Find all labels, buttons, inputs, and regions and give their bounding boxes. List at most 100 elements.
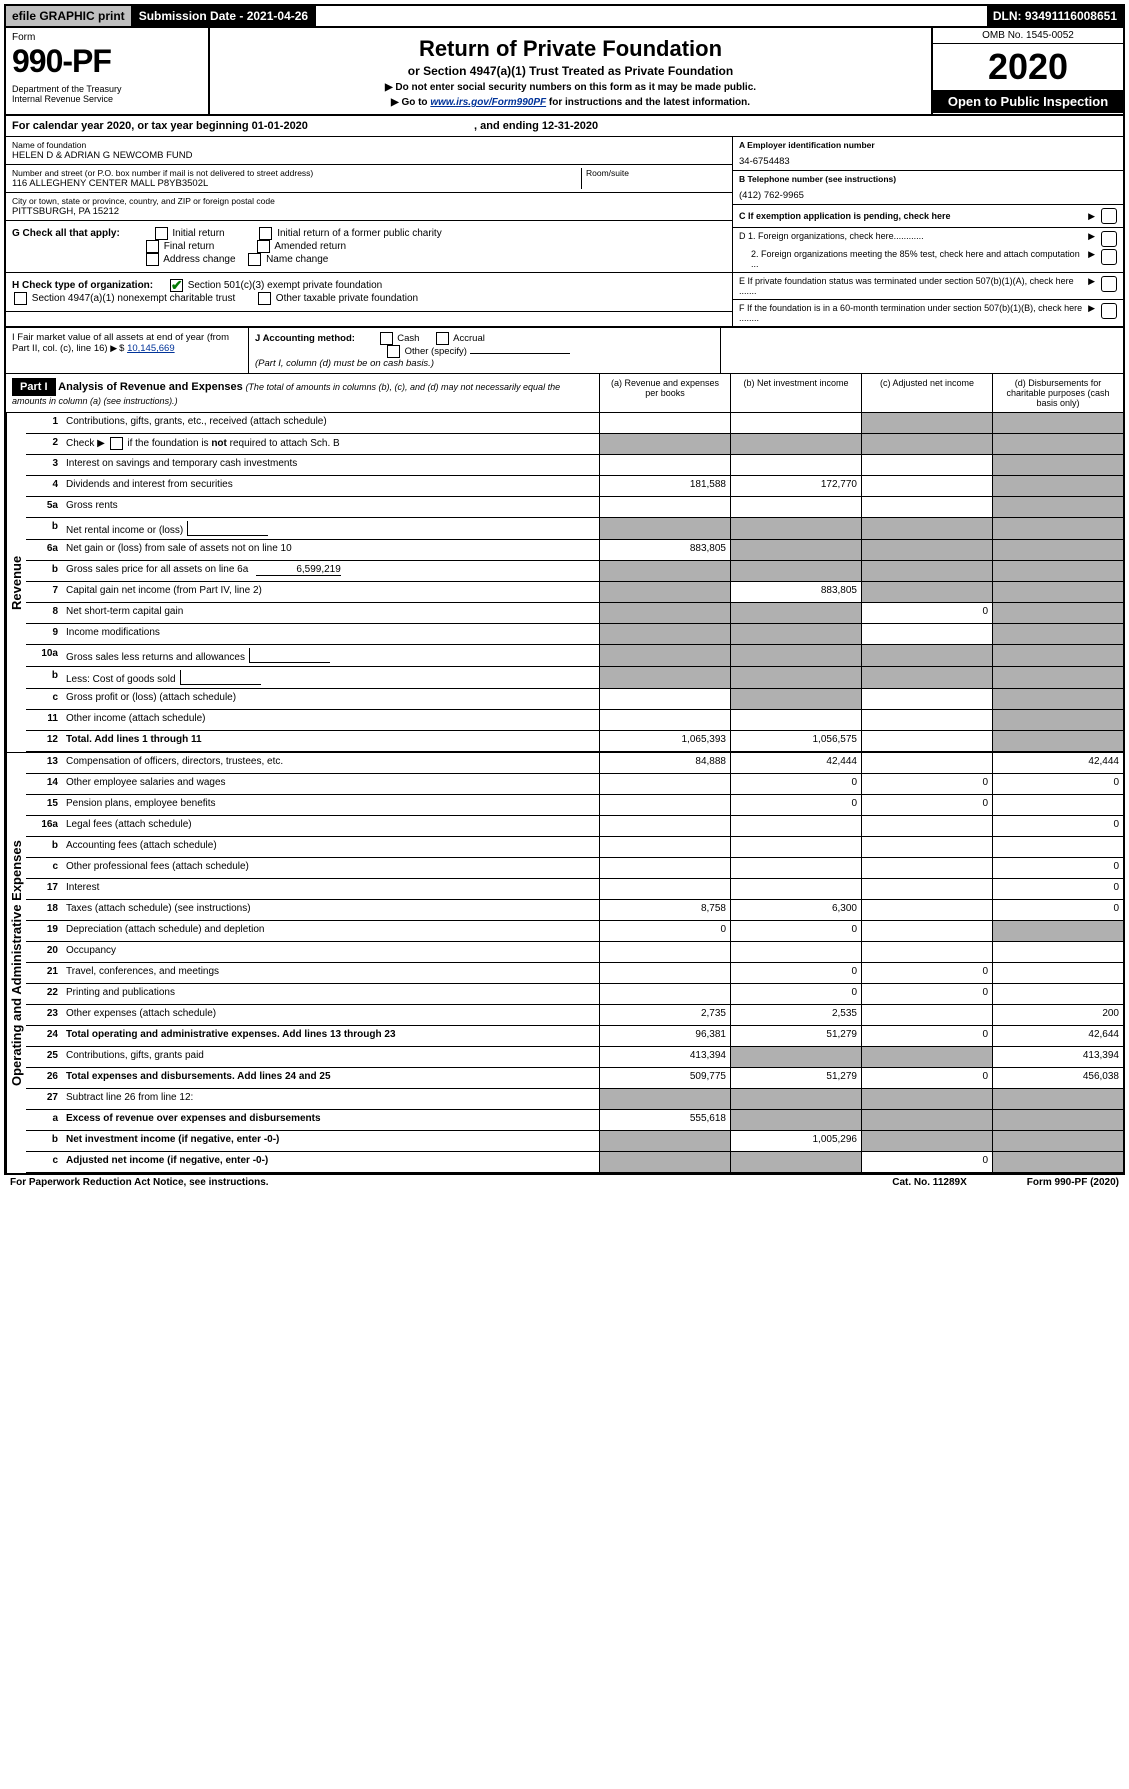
- arrow-icon: [1088, 249, 1097, 269]
- data-cell: [992, 497, 1123, 517]
- line-text: Gross sales price for all assets on line…: [62, 561, 599, 581]
- line-row: 25Contributions, gifts, grants paid413,3…: [26, 1047, 1123, 1068]
- line-number: 2: [26, 434, 62, 454]
- ein-label: A Employer identification number: [739, 140, 1117, 150]
- data-cell: [992, 710, 1123, 730]
- submission-date: Submission Date - 2021-04-26: [133, 6, 316, 26]
- line-text: Accounting fees (attach schedule): [62, 837, 599, 857]
- g-address-change-checkbox[interactable]: [146, 253, 159, 266]
- data-cell: [730, 518, 861, 539]
- col-d-head: (d) Disbursements for charitable purpose…: [992, 374, 1123, 412]
- line-number: 8: [26, 603, 62, 623]
- data-cell: 51,279: [730, 1026, 861, 1046]
- data-cell: [861, 858, 992, 878]
- data-cell: [992, 582, 1123, 602]
- j-other-checkbox[interactable]: [387, 345, 400, 358]
- line-number: 13: [26, 753, 62, 773]
- e-checkbox[interactable]: [1101, 276, 1117, 292]
- line-text: Depreciation (attach schedule) and deple…: [62, 921, 599, 941]
- c-checkbox[interactable]: [1101, 208, 1117, 224]
- g-opt-1: Initial return of a former public charit…: [277, 228, 442, 239]
- irs-link[interactable]: www.irs.gov/Form990PF: [430, 97, 546, 108]
- g-label: G Check all that apply:: [12, 228, 120, 239]
- line-row: 13Compensation of officers, directors, t…: [26, 753, 1123, 774]
- data-cell: [992, 434, 1123, 454]
- line-number: 15: [26, 795, 62, 815]
- line-number: b: [26, 518, 62, 539]
- efile-button[interactable]: efile GRAPHIC print: [6, 6, 133, 26]
- h-other-taxable-checkbox[interactable]: [258, 292, 271, 305]
- line-number: 3: [26, 455, 62, 475]
- g-name-change-checkbox[interactable]: [248, 253, 261, 266]
- j-accrual-checkbox[interactable]: [436, 332, 449, 345]
- ein-cell: A Employer identification number 34-6754…: [733, 137, 1123, 171]
- data-cell: 0: [861, 1026, 992, 1046]
- data-cell: [861, 1089, 992, 1109]
- instr-1: ▶ Do not enter social security numbers o…: [216, 82, 925, 93]
- data-cell: 0: [861, 1152, 992, 1172]
- g-initial-return-checkbox[interactable]: [155, 227, 168, 240]
- line-text: Interest: [62, 879, 599, 899]
- phone-label: B Telephone number (see instructions): [739, 174, 1117, 184]
- line2-checkbox[interactable]: [110, 437, 123, 450]
- instr-2: ▶ Go to www.irs.gov/Form990PF for instru…: [216, 97, 925, 108]
- line-text: Other professional fees (attach schedule…: [62, 858, 599, 878]
- dln: DLN: 93491116008651: [987, 6, 1123, 26]
- data-cell: [861, 645, 992, 666]
- e-cell: E If private foundation status was termi…: [733, 273, 1123, 300]
- g-amended-checkbox[interactable]: [257, 240, 270, 253]
- line-text: Contributions, gifts, grants paid: [62, 1047, 599, 1067]
- data-cell: [992, 561, 1123, 581]
- line-number: c: [26, 1152, 62, 1172]
- line-text: Taxes (attach schedule) (see instruction…: [62, 900, 599, 920]
- data-cell: 0: [992, 900, 1123, 920]
- d2-checkbox[interactable]: [1101, 249, 1117, 265]
- data-cell: [730, 434, 861, 454]
- g-initial-public-checkbox[interactable]: [259, 227, 272, 240]
- data-cell: [992, 1089, 1123, 1109]
- h-4947-checkbox[interactable]: [14, 292, 27, 305]
- line-text: Gross sales less returns and allowances: [62, 645, 599, 666]
- line-row: bAccounting fees (attach schedule): [26, 837, 1123, 858]
- line-number: 27: [26, 1089, 62, 1109]
- j-cash-checkbox[interactable]: [380, 332, 393, 345]
- line-row: 4Dividends and interest from securities1…: [26, 476, 1123, 497]
- line-row: 8Net short-term capital gain0: [26, 603, 1123, 624]
- data-cell: [861, 455, 992, 475]
- h-label: H Check type of organization:: [12, 280, 153, 291]
- line-number: 19: [26, 921, 62, 941]
- data-cell: [730, 561, 861, 581]
- data-cell: [992, 921, 1123, 941]
- d1-checkbox[interactable]: [1101, 231, 1117, 247]
- i-value[interactable]: 10,145,669: [127, 343, 175, 354]
- h-opt-2: Section 4947(a)(1) nonexempt charitable …: [32, 293, 235, 304]
- line-text: Gross rents: [62, 497, 599, 517]
- g-opt-5: Name change: [266, 254, 328, 265]
- data-cell: [730, 624, 861, 644]
- j-other-label: Other (specify): [405, 346, 467, 357]
- data-cell: 0: [599, 921, 730, 941]
- line-number: a: [26, 1110, 62, 1130]
- data-cell: 0: [730, 921, 861, 941]
- revenue-label: Revenue: [6, 413, 26, 752]
- g-final-return-checkbox[interactable]: [146, 240, 159, 253]
- info-right: A Employer identification number 34-6754…: [732, 137, 1123, 326]
- data-cell: [861, 942, 992, 962]
- form-header: Form 990-PF Department of the Treasury I…: [6, 28, 1123, 116]
- data-cell: 2,535: [730, 1005, 861, 1025]
- line-text: Total operating and administrative expen…: [62, 1026, 599, 1046]
- data-cell: 6,300: [730, 900, 861, 920]
- data-cell: 84,888: [599, 753, 730, 773]
- col-a-head: (a) Revenue and expenses per books: [599, 374, 730, 412]
- e-label: E If private foundation status was termi…: [739, 276, 1088, 296]
- form-subtitle: or Section 4947(a)(1) Trust Treated as P…: [216, 64, 925, 78]
- cal-year-end: , and ending 12-31-2020: [474, 120, 598, 132]
- data-cell: [861, 731, 992, 751]
- data-cell: [599, 816, 730, 836]
- data-cell: [599, 1131, 730, 1151]
- f-checkbox[interactable]: [1101, 303, 1117, 319]
- h-501c3-checkbox[interactable]: [170, 279, 183, 292]
- line-number: b: [26, 667, 62, 688]
- data-cell: [861, 900, 992, 920]
- data-cell: 0: [992, 774, 1123, 794]
